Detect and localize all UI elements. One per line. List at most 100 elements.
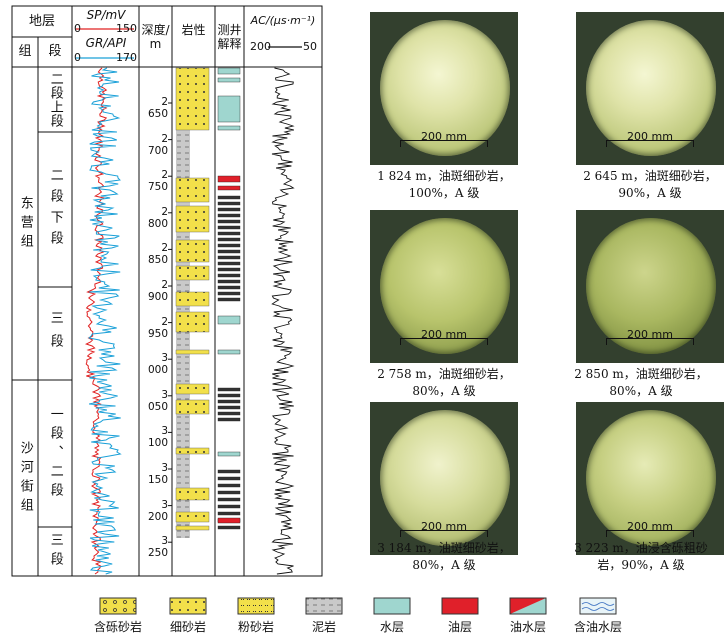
core-photo-6: 200 mm [576, 402, 724, 555]
legend-label-oil-water-layer: 油水层 [509, 620, 546, 634]
caption-line: 2 850 m，油斑细砂岩， [574, 367, 708, 381]
caption-line: 2 645 m，油斑细砂岩， [583, 169, 717, 183]
gr-min: 0 [74, 51, 81, 64]
gr-label: GR/API [85, 35, 127, 50]
depth-tick-label: 3 150 [147, 462, 168, 486]
depth-tick-label: 3 000 [147, 352, 168, 377]
thin-bed [217, 297, 241, 302]
thin-bed [217, 504, 241, 509]
thin-bed [217, 393, 241, 398]
core-photo-3: 200 mm [370, 210, 518, 363]
thin-bed [217, 511, 241, 516]
water-layer-bed [217, 451, 241, 457]
depth-tick-label: 2 750 [147, 169, 168, 194]
sandstone-bed [175, 205, 210, 233]
thin-bed [217, 476, 241, 481]
section-4: 一段、二段 [47, 406, 63, 502]
lithology-header: 岩性 [181, 22, 206, 37]
depth-tick-label: 2 700 [147, 132, 168, 157]
thin-bed [217, 525, 241, 530]
water-layer-bed [217, 67, 241, 75]
core-photo-4: 200 mm [576, 210, 724, 363]
legend-label-oil-layer: 油层 [447, 620, 472, 634]
sandstone-bed [175, 177, 210, 203]
thin-bed [217, 255, 241, 260]
lithology-column [175, 67, 210, 538]
core-caption-5: 3 184 m，油斑细砂岩， 80%，A 级 [352, 540, 536, 574]
thin-bed [217, 231, 241, 236]
ac-label: AC/(μs·m⁻¹) [250, 14, 316, 28]
legend-label-siltstone: 粉砂岩 [237, 620, 274, 634]
sp-min: 0 [74, 22, 81, 35]
sandstone-bed [175, 291, 210, 307]
oil-layer-bed [217, 517, 241, 524]
sandstone-bed [175, 239, 210, 263]
depth-tick-label: 3 250 [147, 535, 168, 560]
caption-line: 100%，A 级 [408, 186, 480, 200]
water-layer-bed [217, 95, 241, 123]
thin-bed [217, 207, 241, 212]
core-caption-3: 2 758 m，油斑细砂岩， 80%，A 级 [352, 366, 536, 400]
scale-label: 200 mm [421, 130, 467, 143]
group-shahejie: 沙河街组 [17, 440, 33, 517]
thin-bed [217, 411, 241, 416]
group-header: 组 [18, 44, 32, 60]
sandstone-bed [175, 67, 210, 131]
legend-swatches [99, 597, 617, 615]
caption-line: 80%，A 级 [412, 384, 476, 398]
thin-bed [217, 195, 241, 200]
sandstone-bed [175, 383, 210, 395]
core-caption-1: 1 824 m，油斑细砂岩， 100%，A 级 [352, 168, 536, 202]
thin-bed [217, 213, 241, 218]
sandstone-bed [175, 487, 210, 501]
sandstone-bed [175, 265, 210, 281]
oil-layer-bed [217, 185, 241, 191]
legend-swatch-mudstone [305, 597, 343, 615]
depth-tick-label: 2 650 [147, 96, 168, 120]
section-3: 三段 [47, 311, 63, 357]
core-caption-4: 2 850 m，油斑细砂岩， 80%，A 级 [558, 366, 724, 400]
sandstone-bed [175, 511, 210, 523]
caption-line: 3 223 m，油浸含砾粗砂 [574, 541, 708, 555]
ac-min: 200 [250, 40, 271, 53]
legend-label-mudstone: 泥岩 [311, 620, 336, 634]
depth-tick-label: 2 950 [147, 315, 168, 340]
depth-tick-label: 3 050 [147, 388, 168, 413]
depth-axis [168, 102, 172, 543]
oil-layer-bed [217, 175, 241, 183]
core-caption-6: 3 223 m，油浸含砾粗砂 岩，90%，A 级 [558, 540, 724, 574]
thin-bed [217, 237, 241, 242]
scale-label: 200 mm [627, 328, 673, 341]
scale-label: 200 mm [627, 520, 673, 533]
sandstone-bed [175, 349, 210, 355]
core-photo-5: 200 mm [370, 402, 518, 555]
thin-bed [217, 291, 241, 296]
gr-curve [88, 67, 122, 575]
scale-label: 200 mm [421, 328, 467, 341]
caption-line: 岩，90%，A 级 [597, 558, 685, 572]
section-1: 二段上段 [47, 72, 63, 128]
scale-label: 200 mm [421, 520, 467, 533]
section-2: 二段下段 [47, 168, 63, 252]
caption-line: 2 758 m，油斑细砂岩， [377, 367, 511, 381]
legend-swatch-oil-layer [441, 597, 479, 615]
thin-bed [217, 249, 241, 254]
legend-swatch-oily-water-layer [579, 597, 617, 615]
group-dongying: 东营组 [17, 195, 33, 253]
thin-bed [217, 201, 241, 206]
sandstone-bed [175, 525, 210, 531]
sandstone-bed [175, 399, 210, 415]
caption-line: 80%，A 级 [609, 384, 673, 398]
caption-line: 3 184 m，油斑细砂岩， [377, 541, 511, 555]
thin-bed [217, 285, 241, 290]
gr-max: 170 [116, 51, 137, 64]
caption-line: 90%，A 级 [618, 186, 682, 200]
section-5: 三段 [47, 533, 63, 571]
core-caption-2: 2 645 m，油斑细砂岩， 90%，A 级 [558, 168, 728, 202]
ac-curve [271, 67, 295, 575]
caption-line: 1 824 m，油斑细砂岩， [377, 169, 511, 183]
legend-label-pebbly-sandstone: 含砾砂岩 [93, 620, 142, 634]
depth-tick-label: 3 200 [147, 498, 168, 523]
sp-max: 150 [116, 22, 137, 35]
thin-bed [217, 273, 241, 278]
